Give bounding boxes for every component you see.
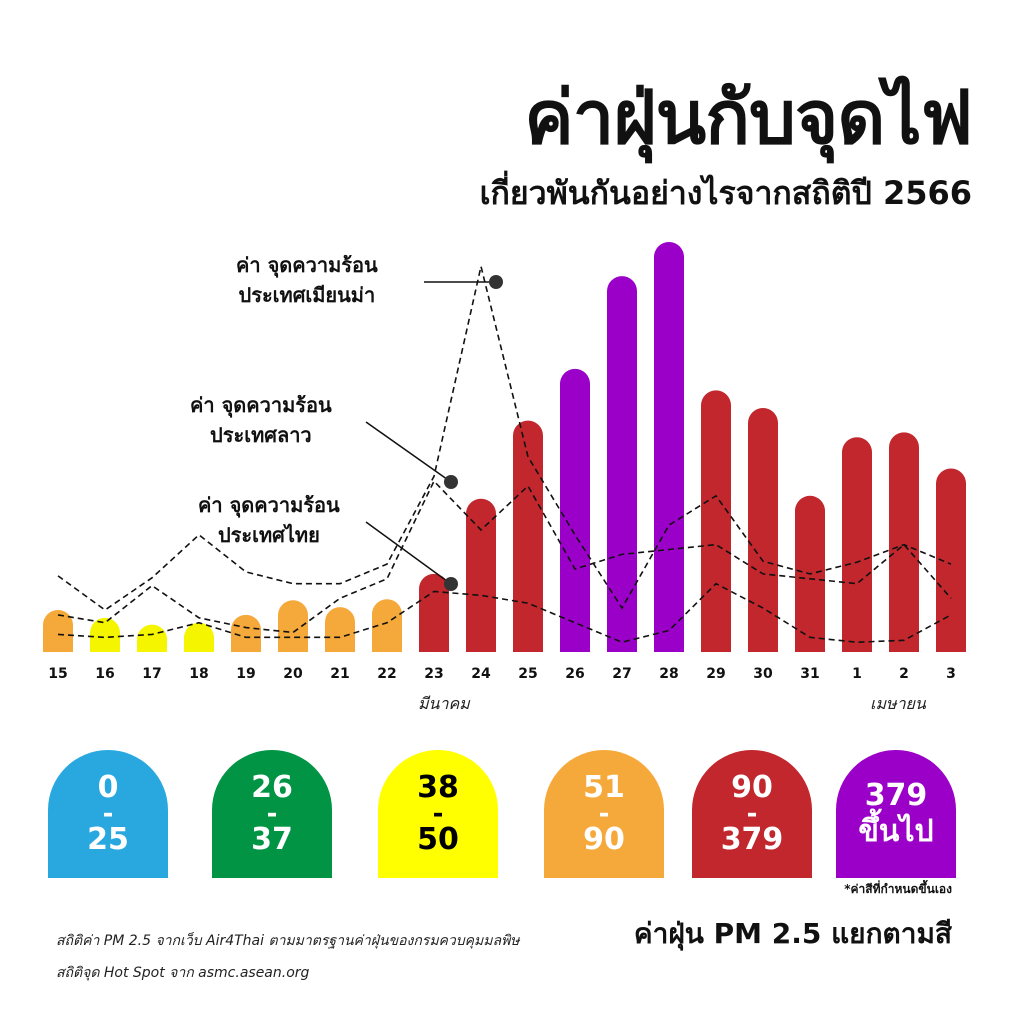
x-tick-20: 20 <box>283 666 303 682</box>
bar-30 <box>748 407 778 652</box>
annotation-myanmar: ค่า จุดความร้อน ประเทศเมียนม่า <box>236 253 378 307</box>
x-tick-25: 25 <box>518 666 537 682</box>
x-tick-3: 3 <box>946 666 956 682</box>
x-tick-19: 19 <box>236 666 255 682</box>
page-title: ค่าฝุ่นกับจุดไฟ <box>524 75 973 161</box>
legend-box-blue: 0-25 <box>48 750 168 878</box>
x-tick-16: 16 <box>95 666 114 682</box>
x-tick-15: 15 <box>48 666 67 682</box>
legend-box-orange: 51-90 <box>544 750 664 878</box>
legend-box-yellow: 38-50 <box>378 750 498 878</box>
pointer-thailand <box>365 521 452 585</box>
legend-box-red: 90-379 <box>692 750 812 878</box>
page-subtitle: เกี่ยวพันกันอย่างไรจากสถิติปี 2566 <box>479 174 972 212</box>
pm25-hotspot-chart: 15 16 17 18 19 20 21 22 23 24 25 26 27 28 29 30 31 1 2 3 <box>43 242 966 682</box>
legend-box-purple: 379 ขึ้นไป <box>836 750 956 878</box>
source-line-1: สถิติค่า PM 2.5 จากเว็บ Air4Thai ตามมาตร… <box>56 933 520 949</box>
bar-16 <box>90 617 120 652</box>
bar-24 <box>466 498 496 652</box>
x-tick-23: 23 <box>424 666 443 682</box>
legend-box-green: 26-37 <box>212 750 332 878</box>
x-tick-24: 24 <box>471 666 491 682</box>
bar-29 <box>701 390 731 652</box>
bar-18 <box>184 622 214 652</box>
x-tick-31: 31 <box>800 666 819 682</box>
legend-note: *ค่าสีที่กำหนดขึ้นเอง <box>844 882 952 896</box>
bar-26 <box>560 368 590 652</box>
bar-1 <box>842 437 872 652</box>
x-tick-28: 28 <box>659 666 678 682</box>
x-tick-27: 27 <box>612 666 631 682</box>
pointer-dot-thailand <box>444 577 458 591</box>
hotspot-line-1 <box>57 479 952 634</box>
pointer-laos <box>365 421 452 483</box>
legend-title: ค่าฝุ่น PM 2.5 แยกตามสี <box>633 917 952 950</box>
x-tick-30: 30 <box>753 666 773 682</box>
bar-27 <box>607 276 637 652</box>
hotspot-line-2 <box>57 582 952 644</box>
bar-25 <box>513 420 543 652</box>
annotation-thailand: ค่า จุดความร้อน ประเทศไทย <box>198 493 340 547</box>
x-tick-21: 21 <box>330 666 349 682</box>
bar-3 <box>936 468 966 652</box>
x-tick-18: 18 <box>189 666 208 682</box>
bar-28 <box>654 242 684 652</box>
source-line-2: สถิติจุด Hot Spot จาก asmc.asean.org <box>56 965 310 981</box>
x-tick-29: 29 <box>706 666 725 682</box>
pointer-dot-myanmar <box>489 275 503 289</box>
x-tick-1: 1 <box>852 666 862 682</box>
x-tick-17: 17 <box>142 666 161 682</box>
bar-15 <box>43 610 73 652</box>
bar-21 <box>325 607 355 652</box>
bar-2 <box>889 432 919 652</box>
bar-22 <box>372 599 402 652</box>
x-tick-22: 22 <box>377 666 396 682</box>
month-label-march: มีนาคม <box>418 694 470 713</box>
bar-23 <box>419 573 449 652</box>
bar-17 <box>137 624 167 652</box>
hotspot-line-0 <box>57 266 952 612</box>
annotation-laos: ค่า จุดความร้อน ประเทศลาว <box>190 393 332 447</box>
bar-19 <box>231 614 261 652</box>
month-label-april: เมษายน <box>870 694 926 713</box>
bar-20 <box>278 600 308 652</box>
x-tick-2: 2 <box>899 666 909 682</box>
x-tick-26: 26 <box>565 666 584 682</box>
pointer-dot-laos <box>444 475 458 489</box>
